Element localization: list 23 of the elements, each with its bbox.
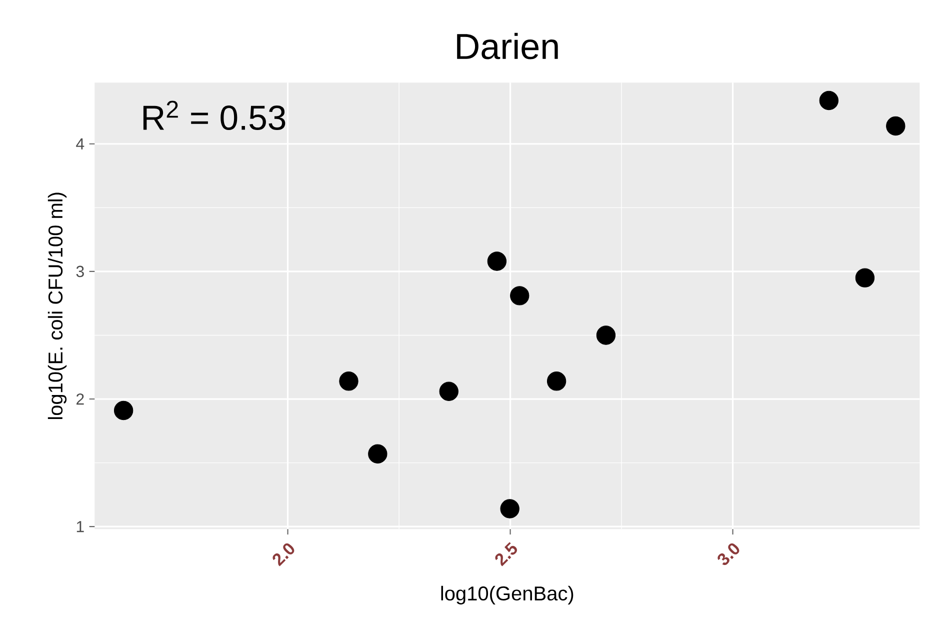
point: [114, 400, 134, 420]
point: [339, 372, 358, 391]
x-tick-label: 2.5: [495, 542, 517, 566]
point: [886, 116, 906, 136]
point: [368, 444, 388, 464]
point: [439, 382, 458, 401]
y-tick-label: 1: [76, 521, 84, 532]
chart-title: Darien: [457, 32, 558, 60]
point: [487, 252, 507, 271]
x-tick-label: 2.0: [272, 543, 294, 566]
annotation: R$^{2}$ = 0.53: [143, 100, 286, 130]
point: [500, 499, 520, 518]
point: [546, 372, 566, 391]
y-tick-label: 2: [76, 393, 84, 405]
y-tick-label: 4: [76, 138, 84, 150]
point: [819, 90, 838, 110]
point: [855, 268, 875, 288]
point: [596, 326, 616, 345]
y-axis-title: log10(E. coli CFU/100 ml): [48, 192, 67, 419]
x-tick-label: 3.0: [718, 543, 740, 565]
y-tick-label: 3: [76, 266, 84, 278]
x-axis-title: log10(GenBac): [441, 586, 574, 604]
point: [510, 286, 530, 306]
